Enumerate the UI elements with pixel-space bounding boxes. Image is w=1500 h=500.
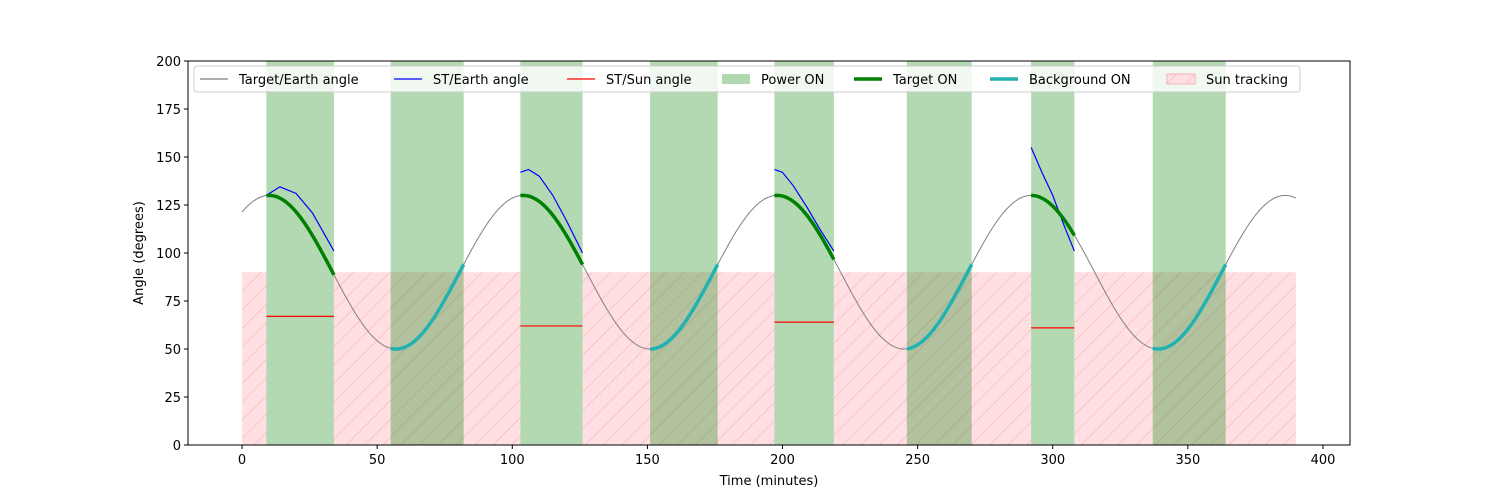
power-on-span [650, 61, 718, 445]
legend-label: Target/Earth angle [238, 73, 359, 88]
legend-label: Target ON [892, 73, 957, 88]
background-on-line [650, 263, 720, 351]
x-tick-label: 350 [1175, 453, 1200, 468]
background-on-line [390, 263, 466, 351]
x-tick-label: 0 [238, 453, 246, 468]
st-earth-angle-line [266, 186, 335, 252]
sun-tracking-region [242, 272, 267, 445]
plot-area [241, 61, 1297, 445]
legend-swatch-hatch [1167, 74, 1195, 84]
y-tick-label: 75 [164, 295, 181, 310]
y-tick-label: 100 [156, 247, 181, 262]
x-tick-label: 250 [905, 453, 930, 468]
power-on-span [906, 61, 972, 445]
x-tick-label: 300 [1040, 453, 1065, 468]
sun-tracking-region [1074, 272, 1296, 445]
power-on-span [520, 61, 583, 445]
legend-item: Sun tracking [1166, 73, 1288, 88]
target-on-line [266, 193, 336, 276]
y-axis-label: Angle (degrees) [132, 201, 147, 305]
x-tick-label: 100 [500, 453, 525, 468]
y-tick-label: 125 [156, 199, 181, 214]
legend-label: Background ON [1029, 73, 1131, 88]
legend: Target/Earth angle ST/Earth angle ST/Sun a… [193, 65, 1301, 93]
sun-tracking-region [582, 272, 775, 445]
y-tick-label: 200 [156, 55, 181, 70]
legend-label: ST/Sun angle [606, 73, 692, 88]
legend-label: ST/Earth angle [433, 73, 529, 88]
y-tick-label: 175 [156, 103, 181, 118]
x-tick-label: 150 [635, 453, 660, 468]
legend-item: Target/Earth angle [200, 73, 359, 88]
st-earth-angle-line [774, 168, 835, 252]
y-axis: 0 25 50 75 100 125 150 175 200 [156, 55, 188, 454]
target-on-line [520, 193, 585, 266]
sun-tracking-region [333, 272, 521, 445]
x-tick-label: 200 [770, 453, 795, 468]
sun-tracking-region [833, 272, 1032, 445]
legend-item: ST/Earth angle [394, 73, 529, 88]
power-on-span [390, 61, 464, 445]
x-axis: 0 50 100 150 200 250 300 350 400 [238, 445, 1335, 468]
legend-item: Power ON [722, 73, 824, 88]
power-on-span [1031, 61, 1075, 445]
x-tick-label: 400 [1311, 453, 1336, 468]
x-axis-label: Time (minutes) [719, 474, 819, 489]
x-tick-label: 50 [369, 453, 386, 468]
legend-item: Target ON [854, 73, 957, 88]
st-earth-angle-line [1030, 147, 1075, 252]
y-tick-label: 50 [164, 343, 181, 358]
background-on-line [906, 263, 974, 351]
target-on-line [774, 193, 836, 261]
legend-label: Sun tracking [1206, 73, 1288, 88]
legend-item: ST/Sun angle [567, 73, 692, 88]
power-on-span [1152, 61, 1226, 445]
background-on-line [1152, 263, 1228, 351]
y-tick-label: 0 [173, 439, 181, 454]
st-earth-angle-line [520, 168, 584, 254]
power-on-span [774, 61, 834, 445]
legend-label: Power ON [761, 73, 824, 88]
y-tick-label: 150 [156, 151, 181, 166]
target-on-line [1031, 193, 1076, 237]
legend-item: Background ON [990, 73, 1131, 88]
legend-swatch [722, 74, 750, 84]
y-tick-label: 25 [164, 391, 181, 406]
